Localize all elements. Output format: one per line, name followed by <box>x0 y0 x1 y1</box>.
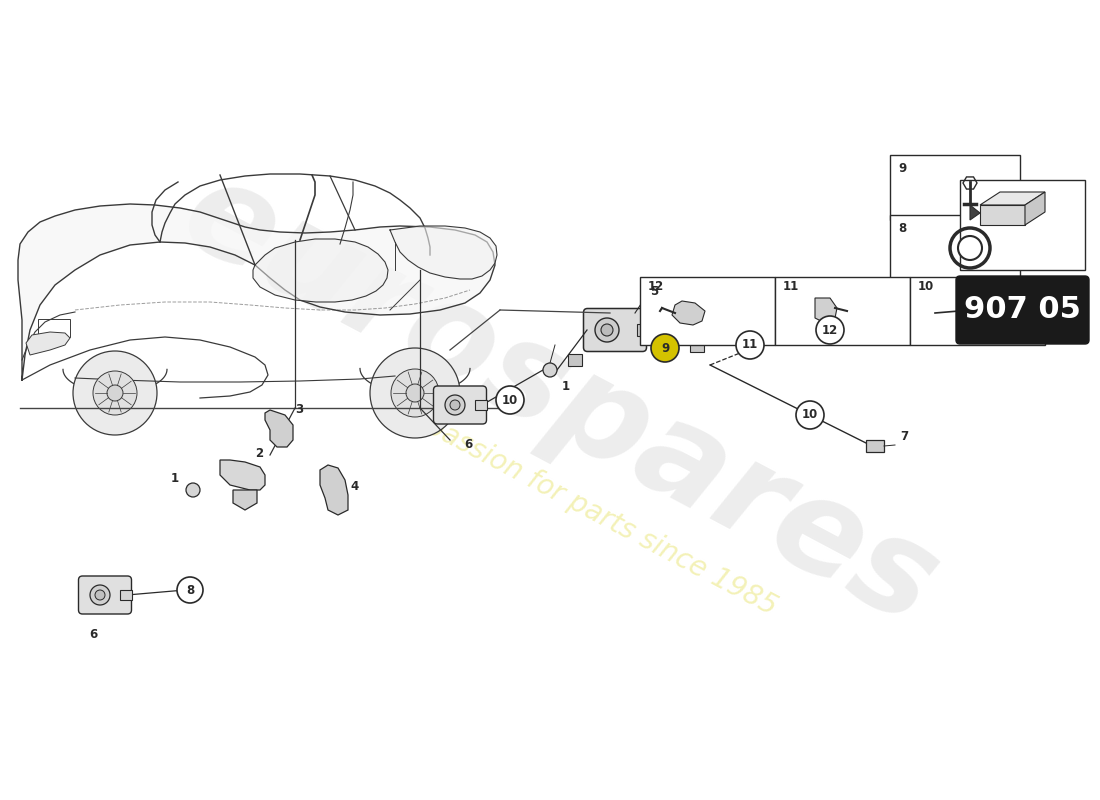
FancyBboxPatch shape <box>78 576 132 614</box>
Polygon shape <box>1025 192 1045 225</box>
Circle shape <box>73 351 157 435</box>
Circle shape <box>595 318 619 342</box>
Circle shape <box>186 483 200 497</box>
Circle shape <box>406 384 424 402</box>
Bar <box>637 324 649 336</box>
Bar <box>960 180 1085 270</box>
Text: 10: 10 <box>502 394 518 406</box>
Polygon shape <box>220 460 265 490</box>
Text: 12: 12 <box>648 280 664 293</box>
Polygon shape <box>390 226 497 279</box>
FancyBboxPatch shape <box>583 309 647 351</box>
Text: 10: 10 <box>802 409 818 422</box>
Text: a passion for parts since 1985: a passion for parts since 1985 <box>398 399 782 621</box>
Text: 1: 1 <box>562 380 570 393</box>
Circle shape <box>601 324 613 336</box>
Circle shape <box>736 331 764 359</box>
Polygon shape <box>253 239 388 302</box>
FancyBboxPatch shape <box>433 386 486 424</box>
Circle shape <box>95 590 104 600</box>
Bar <box>120 590 132 600</box>
Circle shape <box>496 386 524 414</box>
Text: 11: 11 <box>783 280 800 293</box>
Text: 7: 7 <box>900 430 909 443</box>
Text: 8: 8 <box>186 583 194 597</box>
Bar <box>776 277 910 345</box>
Text: 3: 3 <box>295 403 304 416</box>
Circle shape <box>177 577 204 603</box>
Circle shape <box>446 395 465 415</box>
Bar <box>890 215 1020 280</box>
Text: 9: 9 <box>898 162 906 175</box>
Circle shape <box>450 400 460 410</box>
Text: 4: 4 <box>350 480 359 493</box>
Polygon shape <box>980 205 1025 225</box>
Polygon shape <box>815 298 837 323</box>
Polygon shape <box>672 301 705 325</box>
Text: 9: 9 <box>661 342 669 354</box>
Text: 8: 8 <box>898 222 906 235</box>
Text: 10: 10 <box>918 280 934 293</box>
Text: 11: 11 <box>741 338 758 351</box>
Polygon shape <box>970 205 980 220</box>
Text: 12: 12 <box>822 323 838 337</box>
Bar <box>475 400 487 410</box>
Bar <box>690 342 704 352</box>
Bar <box>39 319 70 337</box>
Circle shape <box>370 348 460 438</box>
Circle shape <box>816 316 844 344</box>
Text: 1: 1 <box>170 472 179 485</box>
Circle shape <box>94 371 138 415</box>
Polygon shape <box>26 332 70 355</box>
Polygon shape <box>265 410 293 447</box>
Text: 907 05: 907 05 <box>964 295 1080 325</box>
Polygon shape <box>980 192 1045 205</box>
Text: eurospares: eurospares <box>162 148 958 652</box>
Polygon shape <box>18 204 495 380</box>
Bar <box>568 354 582 366</box>
Circle shape <box>107 385 123 401</box>
Circle shape <box>796 401 824 429</box>
Bar <box>890 155 1020 220</box>
Bar <box>866 440 884 452</box>
Text: 2: 2 <box>255 447 263 460</box>
Bar <box>640 277 776 345</box>
Circle shape <box>390 369 439 417</box>
Polygon shape <box>320 465 348 515</box>
Circle shape <box>651 334 679 362</box>
Text: 5: 5 <box>650 285 658 298</box>
Text: 6: 6 <box>89 628 97 641</box>
Polygon shape <box>233 490 257 510</box>
FancyBboxPatch shape <box>956 276 1089 344</box>
Circle shape <box>958 236 982 260</box>
Bar <box>910 277 1045 345</box>
Text: 6: 6 <box>464 438 472 451</box>
Circle shape <box>90 585 110 605</box>
Circle shape <box>543 363 557 377</box>
